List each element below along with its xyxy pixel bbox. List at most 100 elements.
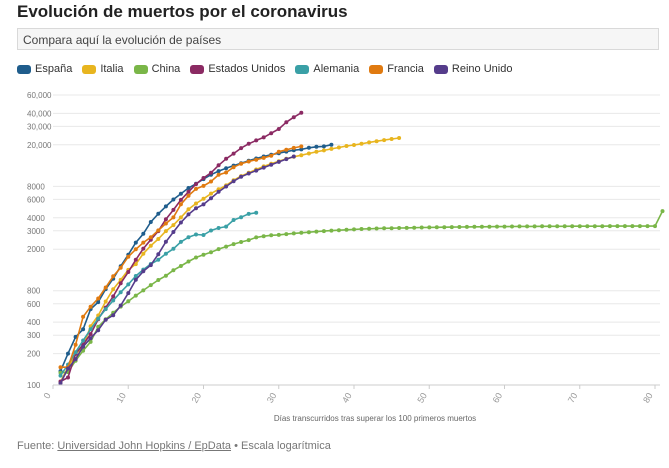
- data-point: [607, 224, 612, 229]
- data-point: [246, 141, 251, 146]
- data-point: [178, 191, 183, 196]
- legend-item[interactable]: Alemania: [295, 63, 359, 75]
- data-point: [178, 220, 183, 225]
- data-point: [133, 274, 138, 278]
- data-point: [58, 373, 63, 378]
- data-point: [254, 235, 259, 240]
- y-tick-label: 300: [27, 331, 41, 340]
- data-point: [156, 257, 161, 262]
- data-point: [314, 144, 319, 149]
- series-reino-unido[interactable]: [58, 154, 296, 386]
- data-point: [231, 165, 236, 170]
- data-point: [201, 196, 206, 201]
- data-point: [479, 224, 484, 229]
- y-tick-label: 600: [27, 300, 41, 309]
- data-point: [118, 265, 123, 270]
- data-point: [216, 163, 221, 168]
- data-point: [653, 224, 657, 229]
- series-italia[interactable]: [58, 136, 402, 384]
- data-point: [239, 240, 244, 244]
- axis-group: 1002003004006008002000300040006000800020…: [27, 91, 660, 405]
- data-point: [344, 227, 349, 232]
- data-point: [291, 231, 296, 236]
- data-point: [329, 228, 334, 233]
- data-point: [299, 144, 304, 149]
- y-tick-label: 30,000: [27, 122, 52, 131]
- data-point: [148, 235, 153, 240]
- legend-item[interactable]: Estados Unidos: [190, 63, 285, 75]
- data-point: [562, 224, 567, 229]
- series-alemania[interactable]: [58, 210, 259, 378]
- source-link[interactable]: Universidad John Hopkins / EpData: [57, 440, 232, 452]
- footer: Fuente: Universidad John Hopkins / EpDat…: [17, 440, 331, 452]
- data-point: [201, 233, 206, 237]
- data-point: [118, 303, 123, 308]
- legend-item[interactable]: Reino Unido: [433, 63, 513, 75]
- data-point: [88, 339, 93, 344]
- data-point: [261, 165, 266, 170]
- x-tick-label: 60: [491, 391, 505, 405]
- legend-swatch: [190, 64, 205, 74]
- legend-item[interactable]: España: [17, 63, 72, 75]
- data-point: [201, 176, 206, 180]
- data-point: [570, 224, 575, 229]
- data-point: [156, 237, 161, 241]
- data-point: [254, 168, 259, 173]
- country-compare-input[interactable]: Compara aquí la evolución de países: [17, 28, 659, 50]
- data-point: [457, 225, 462, 229]
- data-point: [88, 332, 93, 337]
- y-tick-label: 6000: [27, 195, 45, 204]
- data-point: [224, 166, 229, 171]
- legend-label: España: [35, 63, 73, 75]
- data-point: [201, 252, 206, 257]
- data-point: [216, 226, 221, 230]
- series-estados-unidos[interactable]: [58, 110, 304, 384]
- data-point: [382, 226, 387, 231]
- data-point: [261, 155, 266, 160]
- data-point: [352, 143, 356, 147]
- data-point: [163, 221, 168, 226]
- data-point: [314, 229, 319, 234]
- data-point: [141, 240, 146, 245]
- data-point: [630, 224, 635, 229]
- data-point: [367, 226, 372, 231]
- data-point: [148, 243, 153, 248]
- data-point: [133, 240, 138, 245]
- series-francia[interactable]: [58, 144, 304, 370]
- x-tick-label: 10: [114, 391, 128, 405]
- data-point: [397, 226, 402, 230]
- data-point: [111, 313, 116, 318]
- x-tick-label: 50: [415, 391, 429, 405]
- data-point: [96, 300, 101, 305]
- data-point: [321, 229, 326, 234]
- data-point: [299, 153, 304, 158]
- data-point: [540, 224, 545, 229]
- series-china[interactable]: [58, 209, 665, 375]
- y-tick-label: 20,000: [27, 141, 52, 150]
- data-point: [442, 225, 447, 230]
- data-point: [645, 224, 650, 229]
- data-point: [126, 291, 131, 296]
- x-tick-label: 80: [641, 391, 655, 405]
- data-point: [261, 234, 266, 239]
- data-point: [201, 183, 206, 188]
- data-point: [231, 218, 236, 222]
- legend-item[interactable]: China: [133, 63, 180, 75]
- data-point: [329, 142, 334, 147]
- data-point: [224, 184, 229, 189]
- legend-label: Reino Unido: [451, 63, 513, 75]
- data-point: [306, 145, 311, 150]
- data-point: [186, 193, 191, 198]
- data-point: [209, 170, 213, 175]
- legend-label: Francia: [387, 63, 424, 75]
- series-group: [58, 110, 665, 386]
- legend-item[interactable]: Francia: [369, 63, 424, 75]
- data-point: [126, 254, 131, 259]
- legend-item[interactable]: Italia: [82, 63, 124, 75]
- data-point: [577, 224, 582, 229]
- data-point: [284, 120, 289, 125]
- data-point: [81, 314, 86, 319]
- data-point: [344, 144, 349, 148]
- legend-swatch: [133, 64, 148, 74]
- data-point: [156, 211, 161, 216]
